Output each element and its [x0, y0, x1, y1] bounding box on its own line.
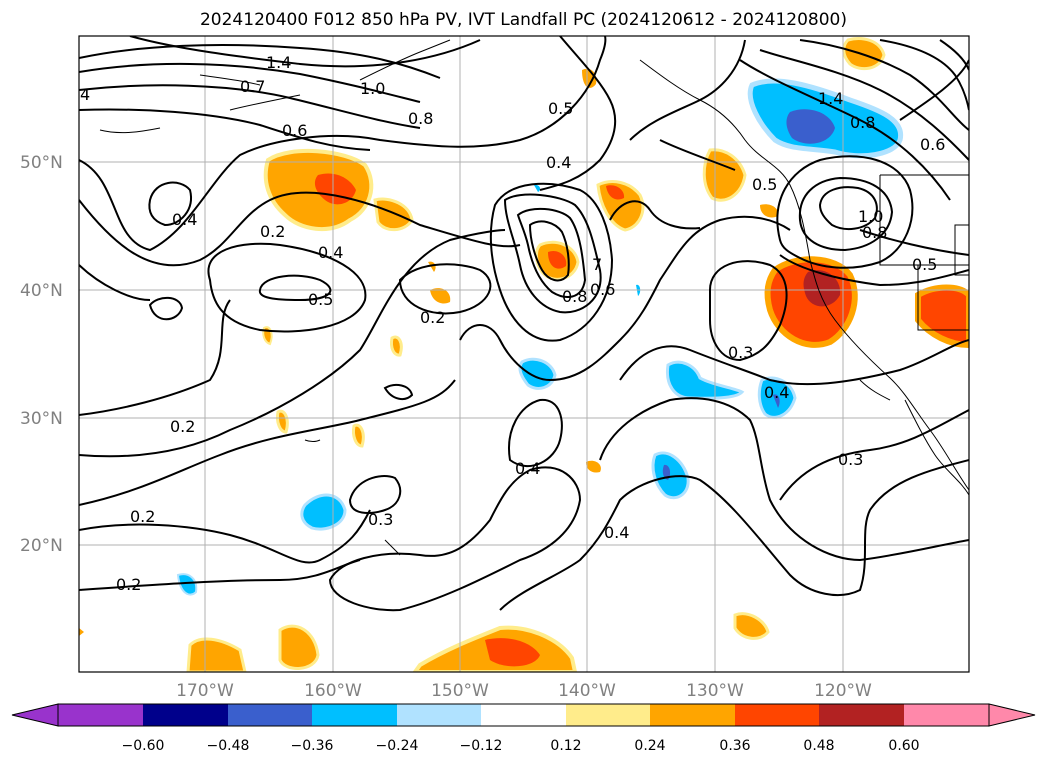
- colorbar-tick-label: 0.48: [803, 738, 834, 754]
- lat-label-20n: 20°N: [20, 536, 63, 556]
- colorbar-extend-high: [988, 703, 1036, 727]
- pv-contours: [79, 36, 969, 612]
- contour-label: 0.6: [920, 135, 945, 154]
- colorbar-tick-label: −0.12: [460, 738, 503, 754]
- colorbar: −0.60 −0.48 −0.36 −0.24 −0.12 0.12 0.24 …: [11, 703, 1036, 754]
- colorbar-bin: [566, 704, 650, 726]
- contour-label: 0.2: [130, 507, 155, 526]
- contour-label: 0.3: [728, 343, 753, 362]
- colorbar-extend-low: [11, 703, 59, 727]
- colorbar-tick-label: 0.12: [550, 738, 581, 754]
- map-border: [78, 35, 970, 673]
- contour-label: 0.4: [318, 243, 343, 262]
- colorbar-tick-label: 0.60: [888, 738, 919, 754]
- contour-label: 0.2: [170, 417, 195, 436]
- colorbar-bin: [312, 704, 397, 726]
- colorbar-bin: [481, 704, 566, 726]
- contour-label: 4: [80, 85, 90, 104]
- contour-label: 1.0: [360, 79, 385, 98]
- colorbar-outline: [57, 703, 990, 727]
- contour-label: 0.6: [282, 121, 307, 140]
- contour-label: 0.5: [752, 175, 777, 194]
- colorbar-bin: [904, 704, 989, 726]
- lat-label-40n: 40°N: [20, 281, 63, 301]
- chart-title: 2024120400 F012 850 hPa PV, IVT Landfall…: [199, 10, 847, 30]
- lon-label-150w: 150°W: [431, 681, 489, 701]
- contour-label: 7: [592, 255, 602, 274]
- contour-label: 0.4: [764, 383, 789, 402]
- contour-label: 0.8: [862, 223, 887, 242]
- colorbar-bin: [819, 704, 904, 726]
- contour-label: 0.8: [850, 113, 875, 132]
- contour-label: 0.5: [548, 99, 573, 118]
- lat-label-30n: 30°N: [20, 409, 63, 429]
- contour-label: 0.6: [590, 280, 615, 299]
- contour-label: 1.4: [818, 89, 843, 108]
- contour-label: 0.2: [420, 308, 445, 327]
- colorbar-bin: [735, 704, 819, 726]
- colorbar-tick-label: −0.48: [207, 738, 250, 754]
- lat-label-50n: 50°N: [20, 153, 63, 173]
- contour-label: 0.2: [116, 575, 141, 594]
- lon-label-170w: 170°W: [176, 681, 234, 701]
- colorbar-tick-label: 0.36: [719, 738, 750, 754]
- contour-label: 0.3: [368, 510, 393, 529]
- contour-label: 0.4: [172, 210, 197, 229]
- contour-label: 0.4: [546, 153, 571, 172]
- colorbar-bin: [397, 704, 481, 726]
- contour-label: 0.5: [308, 290, 333, 309]
- graticule: [79, 36, 969, 672]
- lon-label-130w: 130°W: [686, 681, 744, 701]
- colorbar-bin: [228, 704, 312, 726]
- contour-label: 0.7: [240, 77, 265, 96]
- colorbar-bin: [58, 704, 143, 726]
- contour-label: 1.0: [858, 207, 883, 226]
- lon-label-160w: 160°W: [304, 681, 362, 701]
- colorbar-tick-label: −0.60: [122, 738, 165, 754]
- contour-label: 0.4: [515, 459, 540, 478]
- lon-label-140w: 140°W: [558, 681, 616, 701]
- contour-label: 0.2: [260, 222, 285, 241]
- colorbar-tick-label: 0.24: [634, 738, 665, 754]
- lon-label-120w: 120°W: [814, 681, 872, 701]
- contour-label: 0.4: [604, 523, 629, 542]
- colorbar-bin: [650, 704, 735, 726]
- colorbar-bin: [143, 704, 228, 726]
- contour-label: 0.3: [838, 450, 863, 469]
- coastlines: [99, 39, 969, 556]
- contour-labels: 1.4 0.7 1.0 0.6 0.8 4 0.5 0.4 0.4 0.2 0.…: [80, 53, 945, 594]
- contour-label: 0.8: [562, 287, 587, 306]
- contour-label: 1.4: [266, 53, 291, 72]
- contour-label: 0.8: [408, 109, 433, 128]
- colorbar-tick-label: −0.24: [376, 738, 419, 754]
- contour-label: 0.5: [912, 255, 937, 274]
- colorbar-tick-label: −0.36: [291, 738, 334, 754]
- negative-anomaly-shading: [176, 78, 904, 596]
